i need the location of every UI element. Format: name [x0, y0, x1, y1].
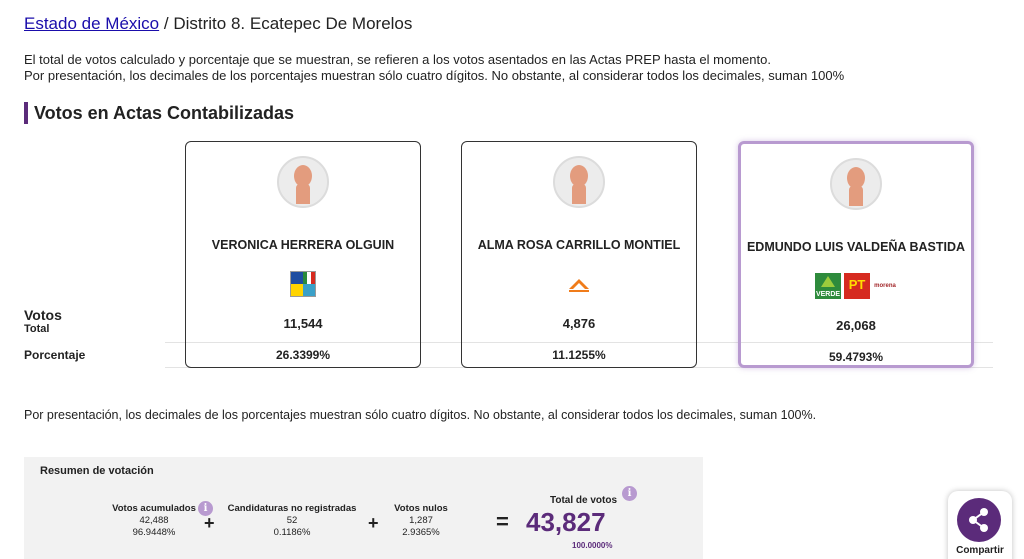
- section-heading: Votos en Actas Contabilizadas: [34, 102, 295, 123]
- breadcrumb: Estado de México / Distrito 8. Ecatepec …: [24, 14, 412, 34]
- info-icon[interactable]: i: [622, 486, 637, 501]
- candidate-percentage: 26.3399%: [275, 348, 331, 362]
- info-line-1: El total de votos calculado y porcentaje…: [24, 52, 771, 67]
- equals-sign: =: [496, 509, 509, 534]
- total-label: Total: [24, 323, 50, 335]
- party-logos: [186, 271, 420, 297]
- null-votes: Votos nulos 1,287 2.9365%: [386, 503, 456, 539]
- info-icon[interactable]: i: [198, 501, 213, 516]
- info-line-2: Por presentación, los decimales de los p…: [24, 68, 845, 83]
- verde-icon: VERDE: [815, 273, 841, 299]
- votes-label: Votos: [24, 307, 62, 323]
- section-title-bar: [24, 102, 28, 124]
- null-votes-value: 1,287: [409, 515, 433, 526]
- avatar-icon: [277, 156, 329, 208]
- accumulated-votes: Votos acumulados 42,488 96.9448%: [104, 503, 204, 539]
- row-divider: [165, 342, 993, 343]
- morena-icon: morena: [874, 283, 896, 289]
- candidate-votes: 11,544: [283, 316, 323, 331]
- state-link[interactable]: Estado de México: [24, 14, 160, 33]
- candidate-name: VERONICA HERRERA OLGUIN: [211, 238, 395, 252]
- percentage-label: Porcentaje: [24, 348, 86, 362]
- unregistered-pct: 0.1186%: [273, 527, 311, 538]
- candidate-votes: 26,068: [836, 318, 876, 333]
- candidate-card-winner[interactable]: EDMUNDO LUIS VALDEÑA BASTIDA VERDE PT mo…: [738, 141, 974, 368]
- candidate-card[interactable]: VERONICA HERRERA OLGUIN 11,544 26.3399%: [185, 141, 421, 368]
- share-icon: [957, 498, 1001, 542]
- candidate-card[interactable]: ALMA ROSA CARRILLO MONTIEL 4,876 11.1255…: [461, 141, 697, 368]
- total-votes-pct: 100.0000%: [572, 541, 613, 550]
- candidate-name: ALMA ROSA CARRILLO MONTIEL: [477, 238, 681, 252]
- pan-pri-prd-coalition-icon: [290, 271, 316, 297]
- district-title: Distrito 8. Ecatepec De Morelos: [173, 14, 413, 33]
- candidate-name: EDMUNDO LUIS VALDEÑA BASTIDA: [746, 240, 966, 254]
- null-votes-pct: 2.9365%: [402, 527, 440, 538]
- plus-sign: +: [204, 513, 215, 533]
- candidate-percentage: 11.1255%: [552, 348, 606, 362]
- candidate-percentage: 59.4793%: [828, 350, 884, 364]
- share-label: Compartir: [956, 545, 1004, 556]
- info-text: El total de votos calculado y porcentaje…: [24, 52, 844, 84]
- accumulated-votes-pct: 96.9448%: [132, 527, 176, 538]
- section-title: Votos en Actas Contabilizadas: [24, 102, 294, 124]
- avatar-icon: [830, 158, 882, 210]
- share-button[interactable]: Compartir: [948, 491, 1012, 559]
- pt-icon: PT: [844, 273, 870, 299]
- accumulated-votes-label: Votos acumulados: [112, 503, 196, 514]
- party-logos: VERDE PT morena: [741, 273, 971, 299]
- avatar-icon: [553, 156, 605, 208]
- unregistered-candidates: Candidaturas no registradas 52 0.1186%: [222, 503, 362, 539]
- accumulated-votes-value: 42,488: [139, 515, 169, 526]
- movimiento-ciudadano-icon: [566, 271, 592, 297]
- total-votes-label: Total de votos: [550, 495, 618, 506]
- unregistered-label: Candidaturas no registradas: [227, 503, 357, 514]
- summary-title: Resumen de votación: [40, 465, 154, 477]
- breadcrumb-separator: /: [163, 14, 169, 33]
- vote-summary: Resumen de votación Votos acumulados 42,…: [24, 457, 703, 559]
- null-votes-label: Votos nulos: [394, 503, 448, 514]
- party-logos: [462, 271, 696, 297]
- unregistered-value: 52: [286, 515, 298, 526]
- candidate-votes: 4,876: [562, 316, 596, 331]
- total-votes-value: 43,827: [526, 507, 606, 537]
- decimals-note: Por presentación, los decimales de los p…: [24, 408, 817, 422]
- plus-sign: +: [368, 513, 379, 533]
